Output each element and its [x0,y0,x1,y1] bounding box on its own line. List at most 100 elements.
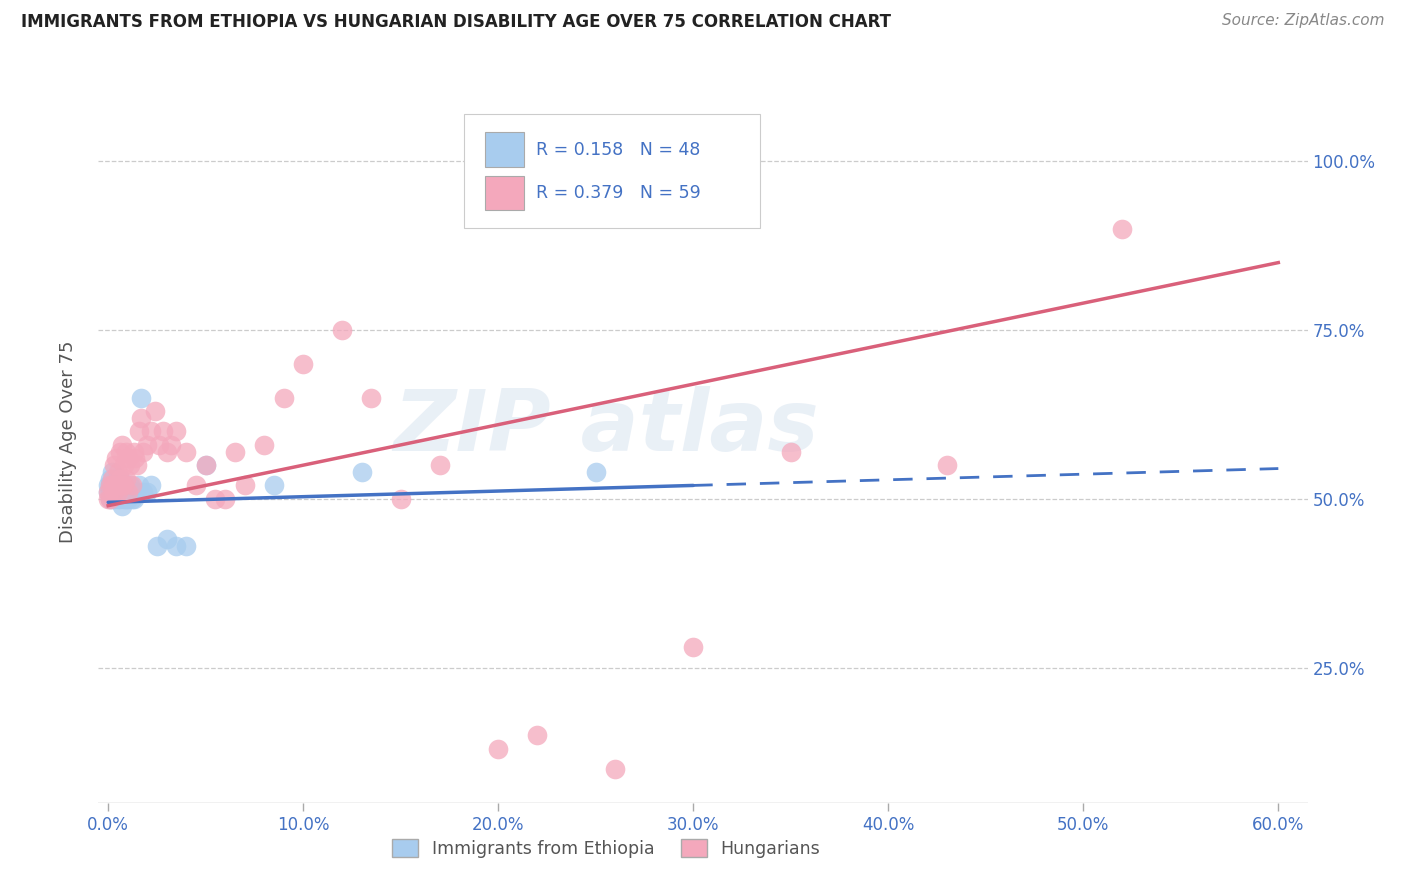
Point [104,478,127,492]
Point [107,472,129,486]
Point [107,491,129,506]
Point [127,485,149,500]
Point [152,425,174,439]
Point [128,478,150,492]
Point [194,458,217,472]
Point [165,539,187,553]
Point [111,499,134,513]
Point [292,357,315,371]
Point [103,485,125,500]
Point [98,485,121,500]
Point [104,472,127,486]
Point [101,485,124,500]
Point [98,491,121,506]
Point [97,485,120,500]
Point [101,472,124,486]
Text: Source: ZipAtlas.com: Source: ZipAtlas.com [1222,13,1385,29]
Point [682,640,704,655]
Point [204,491,226,506]
Point [131,391,153,405]
Text: ZIP atlas: ZIP atlas [394,385,820,468]
Point [97,485,120,500]
Point [139,478,162,492]
Point [111,478,134,492]
Point [350,465,373,479]
Point [103,458,125,472]
Point [98,478,121,492]
Point [779,444,801,458]
Text: R = 0.379   N = 59: R = 0.379 N = 59 [536,184,700,202]
Point [935,458,957,472]
Point [233,478,256,492]
Text: R = 0.158   N = 48: R = 0.158 N = 48 [536,141,700,159]
FancyBboxPatch shape [485,176,524,211]
Point [101,478,124,492]
Point [114,491,136,506]
Point [111,438,134,452]
Y-axis label: Disability Age Over 75: Disability Age Over 75 [59,340,77,543]
Point [114,478,136,492]
Point [273,391,295,405]
Point [143,404,166,418]
Point [263,478,285,492]
Point [104,478,127,492]
Point [103,485,125,500]
Point [136,485,159,500]
Point [112,458,135,472]
FancyBboxPatch shape [485,132,524,167]
Point [101,478,124,492]
Point [108,478,131,492]
Point [117,491,139,506]
Point [111,478,134,492]
Point [104,485,127,500]
Point [330,323,353,337]
Point [97,478,120,492]
Point [174,444,197,458]
Point [122,491,145,506]
Point [131,411,153,425]
Point [165,425,187,439]
Point [585,465,607,479]
Point [103,478,125,492]
Point [107,485,129,500]
Point [139,425,162,439]
Point [132,485,155,500]
Point [112,485,135,500]
Point [174,539,197,553]
Point [117,451,139,466]
Point [360,391,382,405]
Point [107,485,129,500]
FancyBboxPatch shape [464,114,759,228]
Point [159,438,181,452]
Point [117,485,139,500]
Point [104,451,127,466]
Point [124,485,146,500]
Point [156,533,179,547]
Point [224,444,246,458]
Point [194,458,217,472]
Point [486,741,509,756]
Point [132,444,155,458]
Point [114,444,136,458]
Text: IMMIGRANTS FROM ETHIOPIA VS HUNGARIAN DISABILITY AGE OVER 75 CORRELATION CHART: IMMIGRANTS FROM ETHIOPIA VS HUNGARIAN DI… [21,13,891,31]
Point [108,472,131,486]
Point [389,491,412,506]
Point [97,491,120,506]
Point [121,478,143,492]
Point [136,438,159,452]
Point [101,491,124,506]
Point [103,491,125,506]
Point [108,444,131,458]
Point [253,438,276,452]
Point [117,485,139,500]
Point [148,438,170,452]
Point [128,425,150,439]
Point [101,465,124,479]
Point [112,478,135,492]
Point [118,478,141,492]
Point [1111,222,1133,236]
Point [108,491,131,506]
Point [98,472,121,486]
Point [429,458,451,472]
Point [108,472,131,486]
